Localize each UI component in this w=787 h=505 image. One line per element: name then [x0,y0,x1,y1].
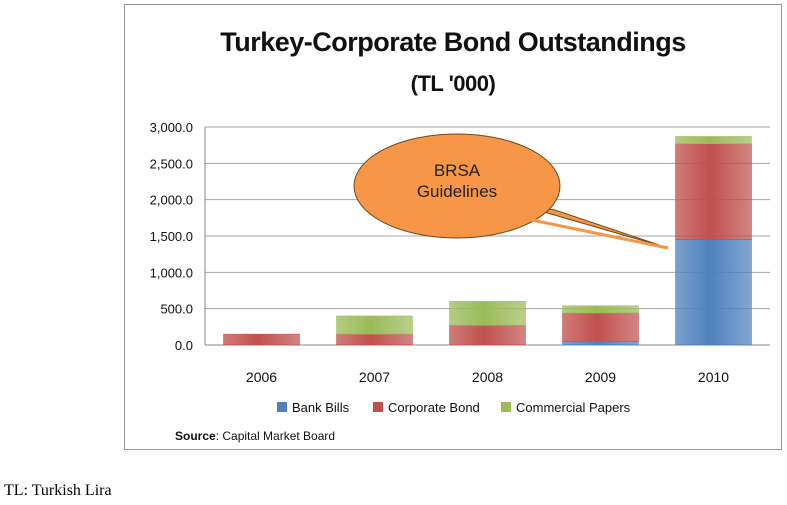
legend-label: Commercial Papers [516,400,631,415]
bar-chart: 0.0 500.0 1,000.0 1,500.0 2,000.0 2,500.0 3,00… [150,120,770,415]
y-tick-label: 1,500.0 [150,229,193,244]
callout-text-line: Guidelines [417,182,497,201]
source-note: Source: Capital Market Board [175,429,335,443]
bar-corporate-bond [449,325,526,346]
chart-subtitle: (TL '000) [410,71,496,96]
bar-commercial-papers [336,315,413,335]
y-tick-label: 1,000.0 [150,265,193,280]
bar-corporate-bond [336,333,413,346]
y-tick-label: 500.0 [160,302,193,317]
bar-corporate-bond [675,143,752,240]
legend-swatch [501,402,511,412]
chart-title: Turkey-Corporate Bond Outstandings [220,27,686,57]
bar-commercial-papers [675,136,752,144]
bar-commercial-papers [562,305,639,314]
legend-swatch [277,402,287,412]
callout-text-line: BRSA [434,161,481,180]
source-label: Source [175,429,216,443]
y-tick-label: 3,000.0 [150,120,193,135]
callout-bubble [353,133,561,239]
bar-bank-bills [675,239,752,346]
legend-label: Bank Bills [292,400,350,415]
legend-label: Corporate Bond [388,400,480,415]
bar-corporate-bond [562,312,639,342]
y-tick-label: 2,000.0 [150,193,193,208]
source-text: : Capital Market Board [215,429,336,443]
footnote: TL: Turkish Lira [4,482,112,499]
legend-swatch [373,402,383,412]
y-tick-label: 2,500.0 [150,156,193,171]
x-tick-label: 2010 [698,369,729,385]
bar-bank-bills [562,341,639,346]
x-tick-label: 2008 [472,369,503,385]
x-tick-label: 2009 [585,369,616,385]
bar-commercial-papers [449,301,526,326]
x-tick-label: 2007 [359,369,390,385]
bar-corporate-bond [223,333,300,346]
x-tick-label: 2006 [246,369,277,385]
chart-frame: Turkey-Corporate Bond Outstandings (TL '… [124,4,782,450]
callout-seam [526,217,669,250]
y-tick-label: 0.0 [175,338,193,353]
